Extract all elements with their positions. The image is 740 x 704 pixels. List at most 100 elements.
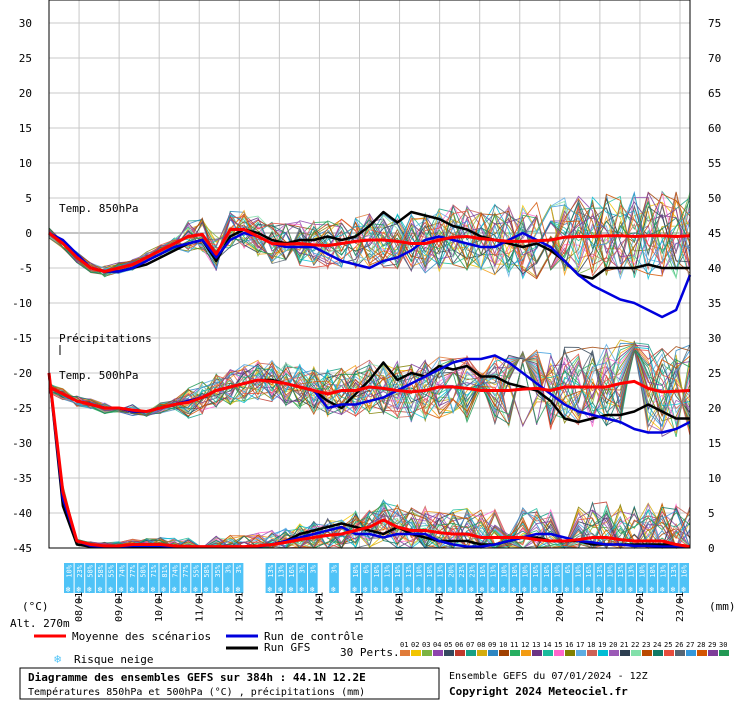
snowflake-icon: ❄ — [384, 585, 389, 594]
right-tick-label: 75 — [708, 17, 721, 30]
left-tick-label: -10 — [12, 297, 32, 310]
snowflake-icon: ❄ — [278, 585, 283, 594]
snow-risk-cell — [530, 563, 541, 593]
date-tick-label: 17/01 — [435, 592, 446, 622]
member-code-label: 08 — [477, 641, 485, 649]
snowflake-icon: ❄ — [76, 585, 81, 594]
left-axis-unit: (°C) — [22, 600, 49, 613]
snowflake-icon: ❄ — [108, 585, 113, 594]
snow-risk-percent: 6% — [564, 564, 572, 573]
snowflake-icon: ❄ — [289, 585, 294, 594]
chart-subtitle: Températures 850hPa et 500hPa (°C) , pré… — [28, 686, 365, 698]
snow-risk-cell — [106, 563, 117, 593]
member-16-t850 — [48, 199, 691, 276]
snow-risk-cell — [212, 563, 223, 593]
snowflake-icon: ❄ — [469, 585, 474, 594]
right-tick-label: 35 — [708, 297, 721, 310]
right-tick-label: 65 — [708, 87, 721, 100]
right-axis-unit: (mm) — [709, 600, 736, 613]
snow-risk-percent: 10% — [511, 564, 519, 577]
left-tick-label: 30 — [19, 17, 32, 30]
date-tick-label: 08/01 — [74, 592, 85, 622]
member-code-label: 26 — [675, 641, 683, 649]
snow-risk-cell — [488, 563, 499, 593]
left-tick-label: -15 — [12, 332, 32, 345]
snow-risk-percent: 10% — [638, 564, 646, 577]
member-swatch — [620, 650, 630, 656]
snow-risk-cell — [265, 563, 276, 593]
copyright: Copyright 2024 Meteociel.fr — [449, 685, 628, 698]
right-tick-label: 20 — [708, 402, 721, 415]
date-tick-label: 23/01 — [675, 592, 686, 622]
precip-label: Précipitations — [59, 332, 152, 345]
member-swatch — [466, 650, 476, 656]
snow-risk-percent: 13% — [659, 564, 667, 577]
member-swatch — [400, 650, 410, 656]
member-swatch — [576, 650, 586, 656]
member-code-label: 01 — [400, 641, 408, 649]
snow-risk-cell — [541, 563, 552, 593]
snow-risk-cell — [74, 563, 85, 593]
snow-risk-percent: 16% — [681, 564, 689, 577]
snow-risk-cell — [382, 563, 392, 593]
snowflake-icon: ❄ — [607, 585, 612, 594]
member-swatch — [499, 650, 509, 656]
left-tick-label: 20 — [19, 87, 32, 100]
member-code-label: 16 — [565, 641, 573, 649]
snowflake-icon: ❄ — [374, 585, 379, 594]
left-tick-label: -20 — [12, 367, 32, 380]
snowflake-icon: ❄ — [66, 585, 71, 594]
snow-risk-cell — [191, 563, 201, 593]
snowflake-icon: ❄ — [183, 585, 188, 594]
right-tick-label: 0 — [708, 542, 715, 555]
snow-risk-cell — [276, 563, 286, 593]
snow-risk-cell — [403, 563, 414, 593]
snow-risk-percent: 10% — [65, 564, 73, 577]
member-code-label: 12 — [521, 641, 529, 649]
snow-risk-percent: 13% — [490, 564, 498, 577]
date-tick-label: 15/01 — [355, 592, 366, 622]
snow-risk-percent: 10% — [500, 564, 508, 577]
snow-risk-percent: 74% — [118, 564, 126, 577]
member-legend: 01 02 03 04 05 06 07 08 09 10 11 12 13 14 15 16 17 18 19 20… — [400, 641, 729, 656]
legend-gfs: Run GFS — [264, 641, 310, 654]
date-tick-label: 11/01 — [194, 592, 205, 622]
snow-risk-cell — [117, 563, 127, 593]
member-code-label: 20 — [609, 641, 617, 649]
altitude-label: Alt. 270m — [10, 617, 70, 630]
member-code-label: 13 — [532, 641, 540, 649]
snow-risk-percent: 10% — [543, 564, 551, 577]
member-code-label: 28 — [697, 641, 705, 649]
member-swatch — [598, 650, 608, 656]
member-swatch — [411, 650, 421, 656]
date-tick-label: 18/01 — [475, 592, 486, 622]
snowflake-icon: ❄ — [331, 585, 336, 594]
axes: 302520151050-5-10-15-20-25-30-35-40-4575… — [12, 17, 721, 622]
snow-risk-percent: 16% — [532, 564, 540, 577]
snow-risk-cell — [435, 563, 445, 593]
member-code-label: 29 — [708, 641, 716, 649]
snow-risk-cell — [180, 563, 191, 593]
right-tick-label: 5 — [708, 507, 715, 520]
series-mean-precip — [47, 372, 691, 549]
snow-risk-cell — [148, 563, 159, 593]
member-code-label: 02 — [411, 641, 419, 649]
left-tick-label: -40 — [12, 507, 32, 520]
right-tick-label: 45 — [708, 227, 721, 240]
snow-risk-percent: 10% — [415, 564, 423, 577]
snow-risk-cell — [371, 563, 382, 593]
snow-risk-percent: 16% — [585, 564, 593, 577]
member-swatch — [719, 650, 729, 656]
snow-risk-cell — [626, 563, 636, 593]
snow-risk-cell — [127, 563, 138, 593]
right-tick-label: 55 — [708, 157, 721, 170]
snow-risk-percent: 58% — [97, 564, 105, 577]
member-code-label: 27 — [686, 641, 694, 649]
right-tick-label: 40 — [708, 262, 721, 275]
snowflake-icon: ❄ — [395, 585, 400, 594]
snow-risk-percent: 3% — [331, 564, 339, 573]
t500-label: Temp. 500hPa — [59, 369, 138, 382]
snowflake-icon: ❄ — [267, 585, 272, 594]
snow-risk-cell — [594, 563, 605, 593]
snow-risk-cell — [509, 563, 520, 593]
